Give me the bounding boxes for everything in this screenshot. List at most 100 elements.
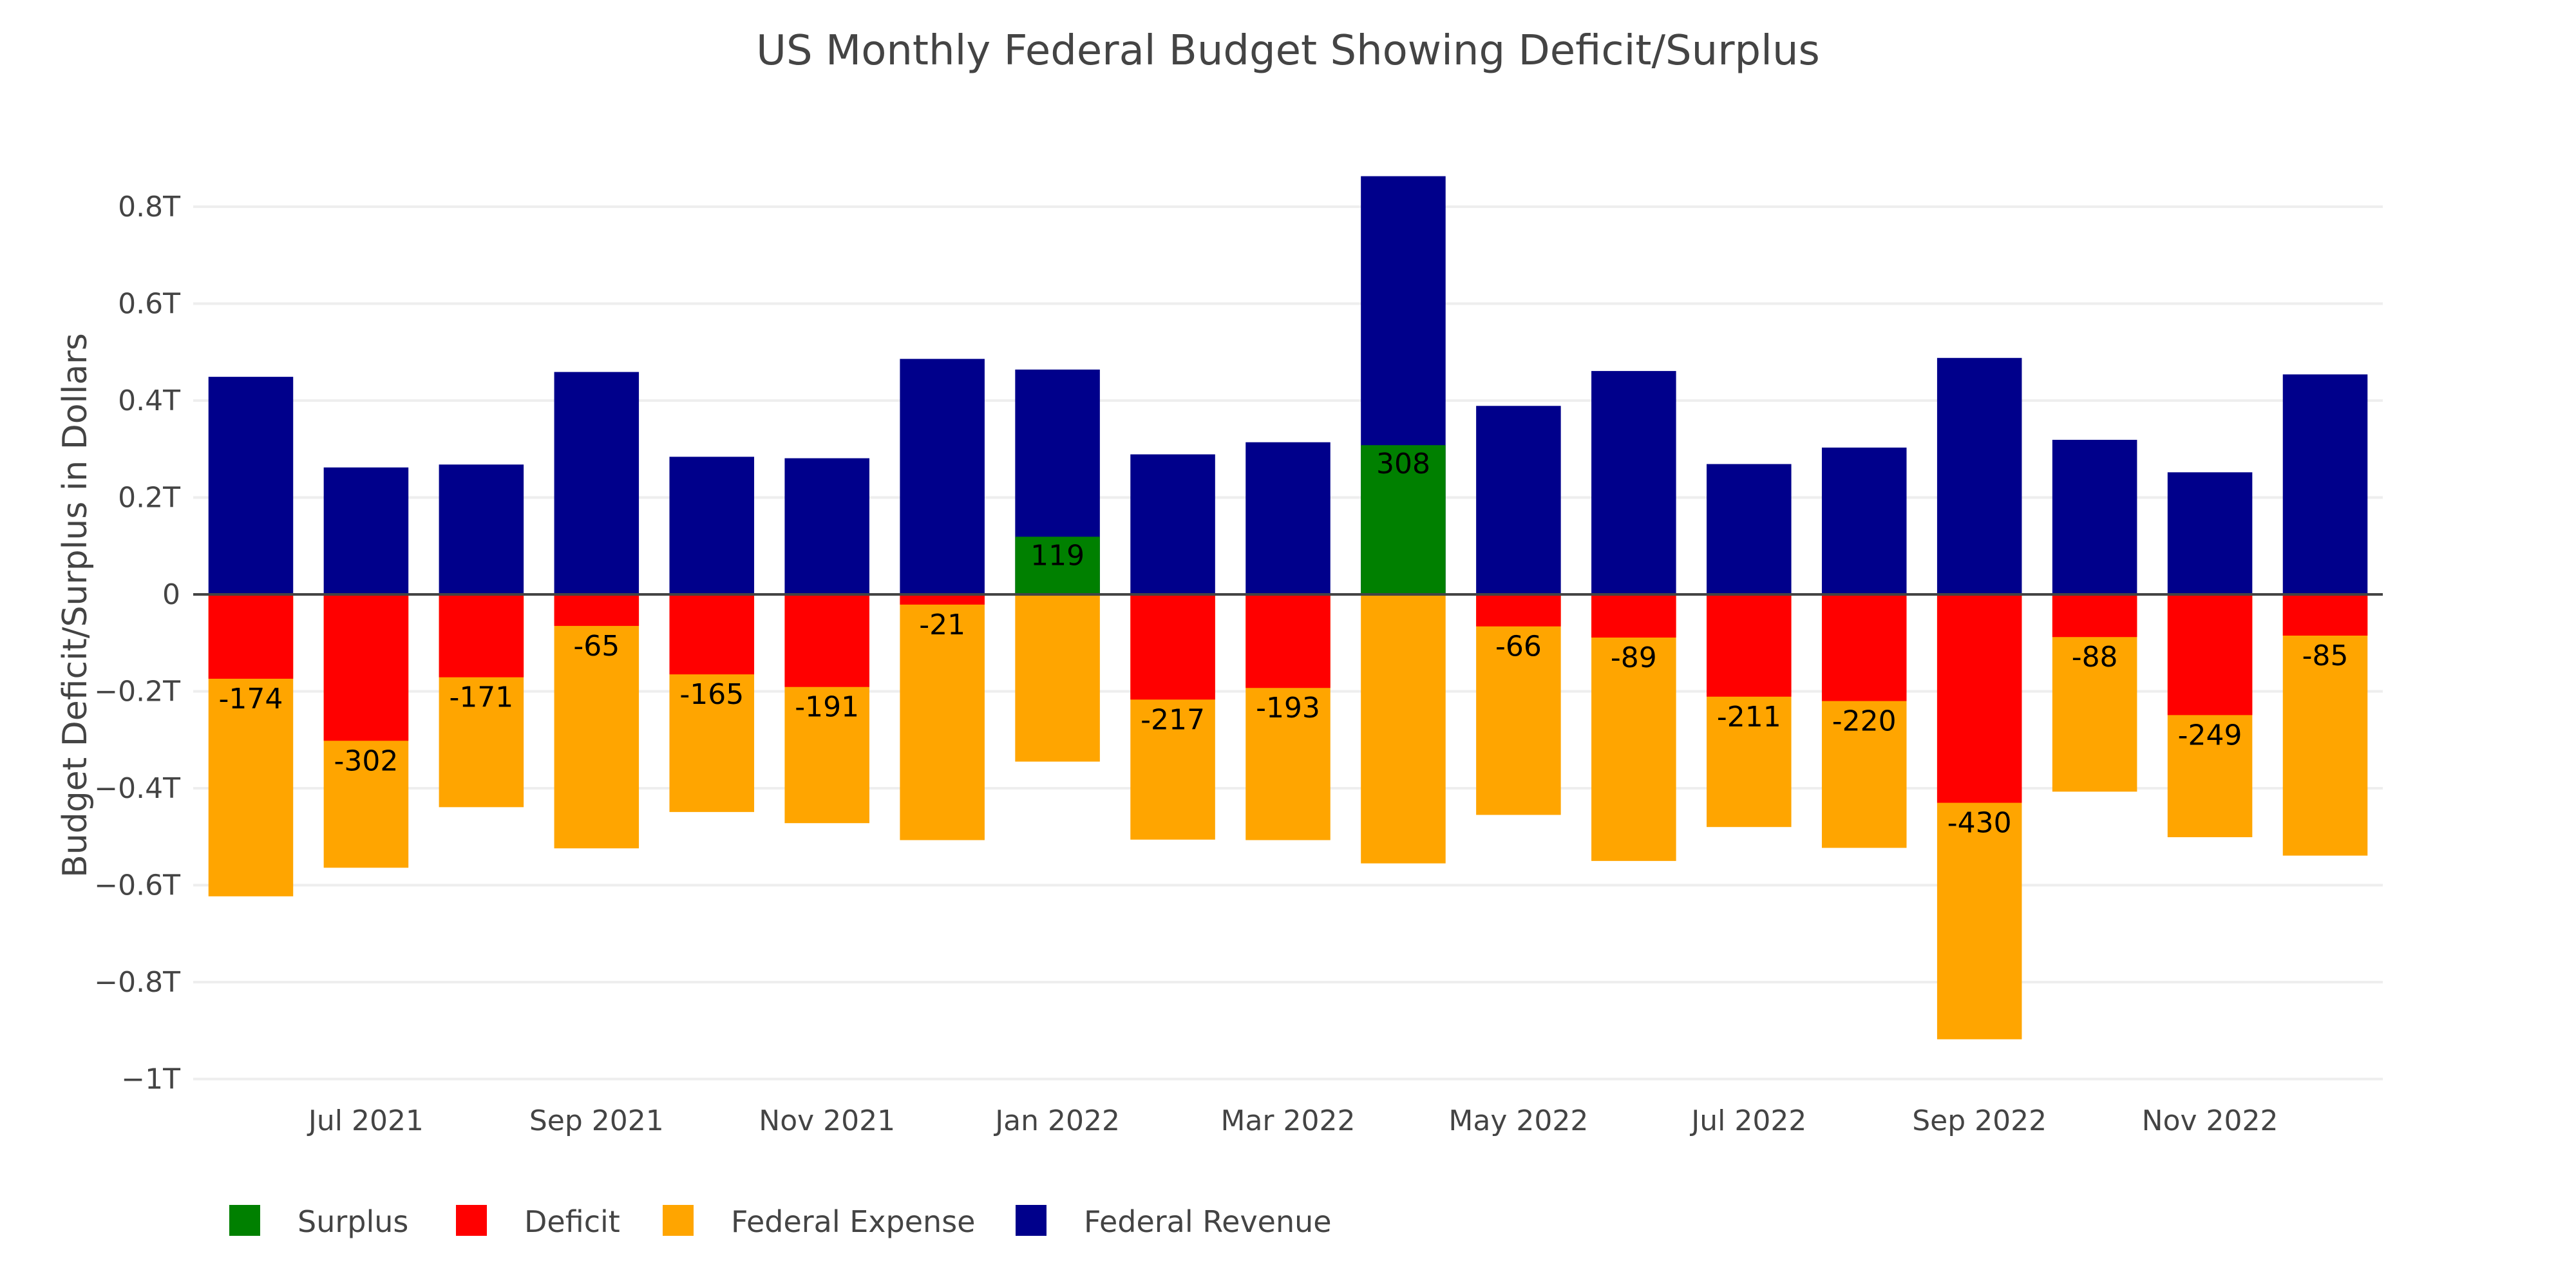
legend-swatch <box>663 1205 694 1236</box>
y-tick-label: −0.8T <box>94 966 180 999</box>
x-tick-label: Jul 2022 <box>1689 1104 1806 1137</box>
deficit-value-label: -85 <box>2302 639 2349 672</box>
expense-bar[interactable] <box>1476 594 1561 815</box>
deficit-bar[interactable] <box>1130 594 1215 700</box>
deficit-bar[interactable] <box>323 594 409 741</box>
legend-item[interactable]: Federal Revenue <box>1016 1204 1332 1239</box>
data-labels: -174 -302 -171 -65 -165 -191 -21 -217 -193 -66 -89… <box>219 448 2349 839</box>
expense-bar[interactable] <box>900 594 985 840</box>
revenue-bar[interactable] <box>1476 406 1561 594</box>
deficit-bar[interactable] <box>208 594 294 679</box>
deficit-bar[interactable] <box>2052 594 2137 638</box>
surplus-bar[interactable] <box>1361 445 1446 594</box>
deficit-value-label: -193 <box>1256 692 1320 724</box>
legend-label: Federal Expense <box>731 1204 975 1239</box>
deficit-bar[interactable] <box>669 594 755 675</box>
revenue-bar[interactable] <box>1707 464 1792 594</box>
y-tick-label: 0.2T <box>118 482 180 515</box>
y-axis-ticks: 0.8T 0.6T 0.4T 0.2T 0 −0.2T −0.4T −0.6T −0.8T −1T <box>94 191 180 1096</box>
x-tick-label: Nov 2022 <box>2142 1104 2278 1137</box>
deficit-value-label: -302 <box>334 744 398 777</box>
revenue-bar[interactable] <box>1245 442 1331 594</box>
deficit-value-label: -174 <box>219 683 283 715</box>
deficit-value-label: -249 <box>2178 719 2242 752</box>
revenue-bar[interactable] <box>323 467 409 594</box>
expense-bar[interactable] <box>554 594 639 849</box>
legend: Surplus Deficit Federal Expense Federal Rev… <box>229 1204 1332 1239</box>
expense-bar[interactable] <box>2282 594 2368 856</box>
deficit-bar[interactable] <box>1821 594 1907 701</box>
revenue-bar[interactable] <box>2167 472 2253 594</box>
y-tick-label: −0.2T <box>94 676 180 708</box>
revenue-bar[interactable] <box>1821 447 1907 594</box>
x-axis-ticks: Jul 2021 Sep 2021 Nov 2021 Jan 2022 Mar 2022… <box>307 1104 2278 1137</box>
x-tick-label: Jul 2021 <box>307 1104 424 1137</box>
deficit-value-label: -217 <box>1141 703 1205 736</box>
y-tick-label: −0.4T <box>94 772 180 805</box>
deficit-value-label: -65 <box>573 630 620 663</box>
x-tick-label: Sep 2021 <box>529 1104 664 1137</box>
deficit-value-label: -220 <box>1832 705 1897 738</box>
deficit-bar[interactable] <box>2167 594 2253 715</box>
legend-label: Surplus <box>298 1204 408 1239</box>
deficit-bar[interactable] <box>1476 594 1561 627</box>
revenue-bar[interactable] <box>1937 357 2022 594</box>
legend-item[interactable]: Federal Expense <box>663 1204 975 1239</box>
deficit-value-label: -430 <box>1947 807 2012 840</box>
revenue-bar[interactable] <box>900 359 985 594</box>
deficit-value-label: -66 <box>1495 630 1542 663</box>
expense-bar[interactable] <box>1591 594 1676 861</box>
deficit-bar[interactable] <box>1245 594 1331 688</box>
surplus-value-label: 308 <box>1376 448 1430 480</box>
deficit-value-label: -88 <box>2072 641 2118 674</box>
bars <box>208 176 2368 1039</box>
y-tick-label: −1T <box>121 1063 180 1096</box>
revenue-bar[interactable] <box>1591 371 1676 594</box>
x-tick-label: Nov 2021 <box>759 1104 895 1137</box>
revenue-bar[interactable] <box>208 377 294 594</box>
y-axis-title: Budget Deficit/Surplus in Dollars <box>56 333 95 878</box>
y-tick-label: 0.6T <box>118 288 180 321</box>
surplus-value-label: 119 <box>1030 539 1084 572</box>
expense-bar[interactable] <box>1015 594 1100 762</box>
legend-swatch <box>229 1205 260 1236</box>
deficit-bar[interactable] <box>784 594 869 687</box>
surplus-bar[interactable] <box>1015 536 1100 594</box>
deficit-bar[interactable] <box>1591 594 1676 638</box>
legend-swatch <box>456 1205 487 1236</box>
deficit-value-label: -89 <box>1611 641 1657 674</box>
revenue-bar[interactable] <box>669 457 755 594</box>
expense-bar[interactable] <box>1361 594 1446 864</box>
deficit-value-label: -171 <box>449 681 513 714</box>
y-tick-label: 0.4T <box>118 384 180 417</box>
deficit-bar[interactable] <box>2282 594 2368 636</box>
y-tick-label: −0.6T <box>94 869 180 902</box>
legend-item[interactable]: Deficit <box>456 1204 620 1239</box>
x-tick-label: May 2022 <box>1448 1104 1588 1137</box>
deficit-value-label: -191 <box>795 691 859 724</box>
revenue-bar[interactable] <box>2282 374 2368 594</box>
deficit-value-label: -21 <box>919 609 965 641</box>
deficit-bar[interactable] <box>439 594 524 677</box>
deficit-bar[interactable] <box>1707 594 1792 697</box>
y-tick-label: 0.8T <box>118 191 180 223</box>
deficit-value-label: -165 <box>679 678 744 711</box>
x-tick-label: Sep 2022 <box>1912 1104 2047 1137</box>
x-tick-label: Mar 2022 <box>1221 1104 1356 1137</box>
y-tick-label: 0 <box>162 578 180 611</box>
revenue-bar[interactable] <box>784 458 869 594</box>
revenue-bar[interactable] <box>554 372 639 594</box>
legend-swatch <box>1016 1205 1046 1236</box>
revenue-bar[interactable] <box>2052 439 2137 594</box>
x-tick-label: Jan 2022 <box>993 1104 1120 1137</box>
revenue-bar[interactable] <box>1130 454 1215 594</box>
chart-title: US Monthly Federal Budget Showing Defici… <box>756 27 1820 75</box>
deficit-bar[interactable] <box>554 594 639 626</box>
legend-label: Deficit <box>524 1204 620 1239</box>
deficit-bar[interactable] <box>1937 594 2022 803</box>
deficit-bar[interactable] <box>900 594 985 605</box>
legend-item[interactable]: Surplus <box>229 1204 408 1239</box>
legend-label: Federal Revenue <box>1084 1204 1332 1239</box>
revenue-bar[interactable] <box>439 464 524 594</box>
